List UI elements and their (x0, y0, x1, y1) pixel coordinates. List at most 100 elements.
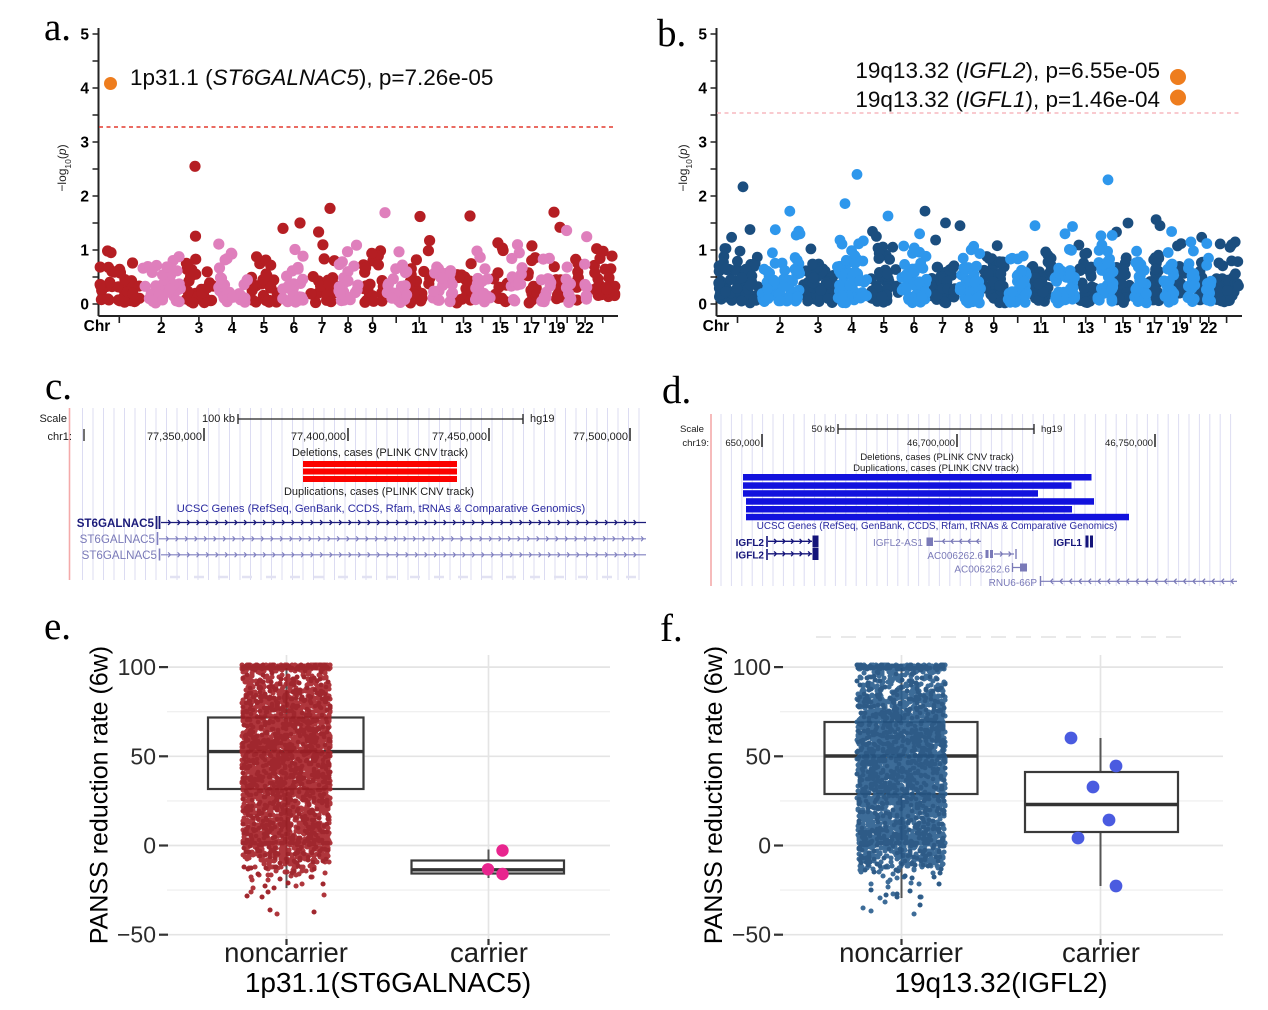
svg-text:ST6GALNAC5: ST6GALNAC5 (77, 517, 155, 530)
svg-text:650,000: 650,000 (725, 438, 760, 449)
svg-text:15: 15 (1114, 320, 1132, 337)
svg-text:Scale: Scale (680, 424, 704, 435)
svg-text:2: 2 (157, 320, 166, 337)
svg-text:1p31.1(ST6GALNAC5): 1p31.1(ST6GALNAC5) (245, 967, 531, 998)
svg-text:IGFL2: IGFL2 (736, 538, 765, 549)
svg-text:17: 17 (1146, 320, 1163, 337)
svg-text:77,450,000: 77,450,000 (432, 431, 487, 443)
svg-text:22: 22 (1200, 320, 1217, 337)
svg-text:f.: f. (660, 607, 683, 650)
svg-text:AC006262.6: AC006262.6 (954, 565, 1010, 576)
svg-text:Chr: Chr (84, 318, 111, 335)
svg-text:noncarrier: noncarrier (839, 937, 963, 968)
svg-text:19q13.32 (IGFL2), p=6.55e-05: 19q13.32 (IGFL2), p=6.55e-05 (855, 58, 1160, 83)
svg-text:7: 7 (938, 320, 947, 337)
svg-text:2: 2 (698, 189, 707, 206)
svg-text:19q13.32 (IGFL1), p=1.46e-04: 19q13.32 (IGFL1), p=1.46e-04 (855, 87, 1160, 112)
svg-text:77,350,000: 77,350,000 (147, 431, 202, 443)
svg-text:1: 1 (698, 243, 707, 260)
svg-text:c.: c. (45, 365, 72, 408)
svg-text:8: 8 (965, 320, 974, 337)
svg-text:50: 50 (130, 743, 156, 769)
svg-text:a.: a. (44, 6, 71, 49)
svg-text:5: 5 (698, 27, 707, 44)
svg-text:4: 4 (80, 81, 89, 98)
svg-text:carrier: carrier (1062, 937, 1140, 968)
svg-text:ST6GALNAC5: ST6GALNAC5 (80, 533, 155, 546)
svg-text:77,400,000: 77,400,000 (291, 431, 346, 443)
svg-text:5: 5 (80, 27, 89, 44)
svg-text:d.: d. (662, 369, 691, 412)
svg-text:3: 3 (195, 320, 204, 337)
svg-text:0: 0 (698, 297, 707, 314)
svg-text:chr19:: chr19: (682, 438, 709, 449)
svg-text:IGFL2: IGFL2 (736, 551, 765, 562)
svg-text:Deletions, cases (PLINK CNV tr: Deletions, cases (PLINK CNV track) (860, 452, 1014, 463)
svg-text:9: 9 (989, 320, 998, 337)
svg-text:0: 0 (758, 833, 771, 859)
svg-text:1p31.1 (ST6GALNAC5), p=7.26e-0: 1p31.1 (ST6GALNAC5), p=7.26e-05 (130, 65, 493, 90)
svg-text:46,750,000: 46,750,000 (1105, 438, 1153, 449)
svg-text:Scale: Scale (39, 413, 67, 425)
svg-text:Duplications, cases (PLINK CNV: Duplications, cases (PLINK CNV track) (853, 463, 1019, 474)
svg-text:UCSC Genes (RefSeq, GenBank, C: UCSC Genes (RefSeq, GenBank, CCDS, Rfam,… (757, 521, 1118, 532)
svg-text:3: 3 (698, 135, 707, 152)
svg-text:19: 19 (548, 320, 566, 337)
svg-text:50: 50 (745, 743, 771, 769)
svg-text:7: 7 (318, 320, 327, 337)
svg-text:4: 4 (847, 320, 856, 337)
svg-text:11: 11 (411, 320, 428, 337)
svg-text:ST6GALNAC5: ST6GALNAC5 (82, 549, 157, 562)
svg-text:hg19: hg19 (530, 413, 554, 425)
svg-text:b.: b. (657, 12, 686, 55)
svg-text:−50: −50 (117, 922, 156, 948)
svg-text:0: 0 (80, 297, 89, 314)
svg-text:3: 3 (80, 135, 89, 152)
svg-text:100 kb: 100 kb (202, 413, 235, 425)
svg-text:AC006262.6: AC006262.6 (927, 551, 983, 562)
svg-text:19: 19 (1171, 320, 1189, 337)
svg-text:carrier: carrier (450, 937, 528, 968)
svg-text:RNU6-66P: RNU6-66P (989, 578, 1038, 589)
svg-text:0: 0 (143, 833, 156, 859)
svg-text:5: 5 (260, 320, 269, 337)
svg-text:4: 4 (228, 320, 237, 337)
svg-text:−log10(p): −log10(p) (676, 144, 694, 191)
svg-text:6: 6 (910, 320, 919, 337)
svg-text:UCSC Genes (RefSeq, GenBank, C: UCSC Genes (RefSeq, GenBank, CCDS, Rfam,… (177, 503, 586, 515)
svg-text:Duplications, cases (PLINK CNV: Duplications, cases (PLINK CNV track) (284, 486, 474, 498)
svg-text:Deletions, cases (PLINK CNV tr: Deletions, cases (PLINK CNV track) (292, 447, 468, 459)
svg-text:IGFL2-AS1: IGFL2-AS1 (873, 538, 923, 549)
svg-text:2: 2 (80, 189, 89, 206)
svg-text:100: 100 (733, 654, 771, 680)
svg-text:e.: e. (44, 605, 71, 648)
svg-text:100: 100 (118, 654, 156, 680)
svg-text:4: 4 (698, 81, 707, 98)
svg-text:17: 17 (523, 320, 540, 337)
svg-text:13: 13 (1077, 320, 1095, 337)
svg-text:hg19: hg19 (1041, 424, 1062, 435)
svg-text:noncarrier: noncarrier (224, 937, 348, 968)
svg-text:−log10(p): −log10(p) (55, 144, 73, 191)
svg-text:50 kb: 50 kb (812, 424, 835, 435)
svg-text:−50: −50 (732, 922, 771, 948)
svg-text:5: 5 (879, 320, 888, 337)
svg-text:2: 2 (776, 320, 785, 337)
svg-text:19q13.32(IGFL2): 19q13.32(IGFL2) (894, 967, 1107, 998)
svg-text:22: 22 (576, 320, 593, 337)
svg-text:9: 9 (368, 320, 377, 337)
svg-text:77,500,000: 77,500,000 (573, 431, 628, 443)
svg-text:13: 13 (455, 320, 473, 337)
svg-text:Chr: Chr (703, 318, 730, 335)
svg-text:PANSS reduction rate (6w): PANSS reduction rate (6w) (86, 646, 114, 944)
svg-text:3: 3 (814, 320, 823, 337)
svg-text:15: 15 (492, 320, 510, 337)
svg-text:11: 11 (1033, 320, 1050, 337)
svg-text:46,700,000: 46,700,000 (907, 438, 955, 449)
svg-text:chr1:: chr1: (48, 431, 72, 443)
svg-text:1: 1 (80, 243, 89, 260)
svg-text:IGFL1: IGFL1 (1054, 538, 1083, 549)
svg-text:8: 8 (344, 320, 353, 337)
svg-text:6: 6 (290, 320, 299, 337)
svg-text:PANSS reduction rate (6w): PANSS reduction rate (6w) (700, 646, 728, 944)
